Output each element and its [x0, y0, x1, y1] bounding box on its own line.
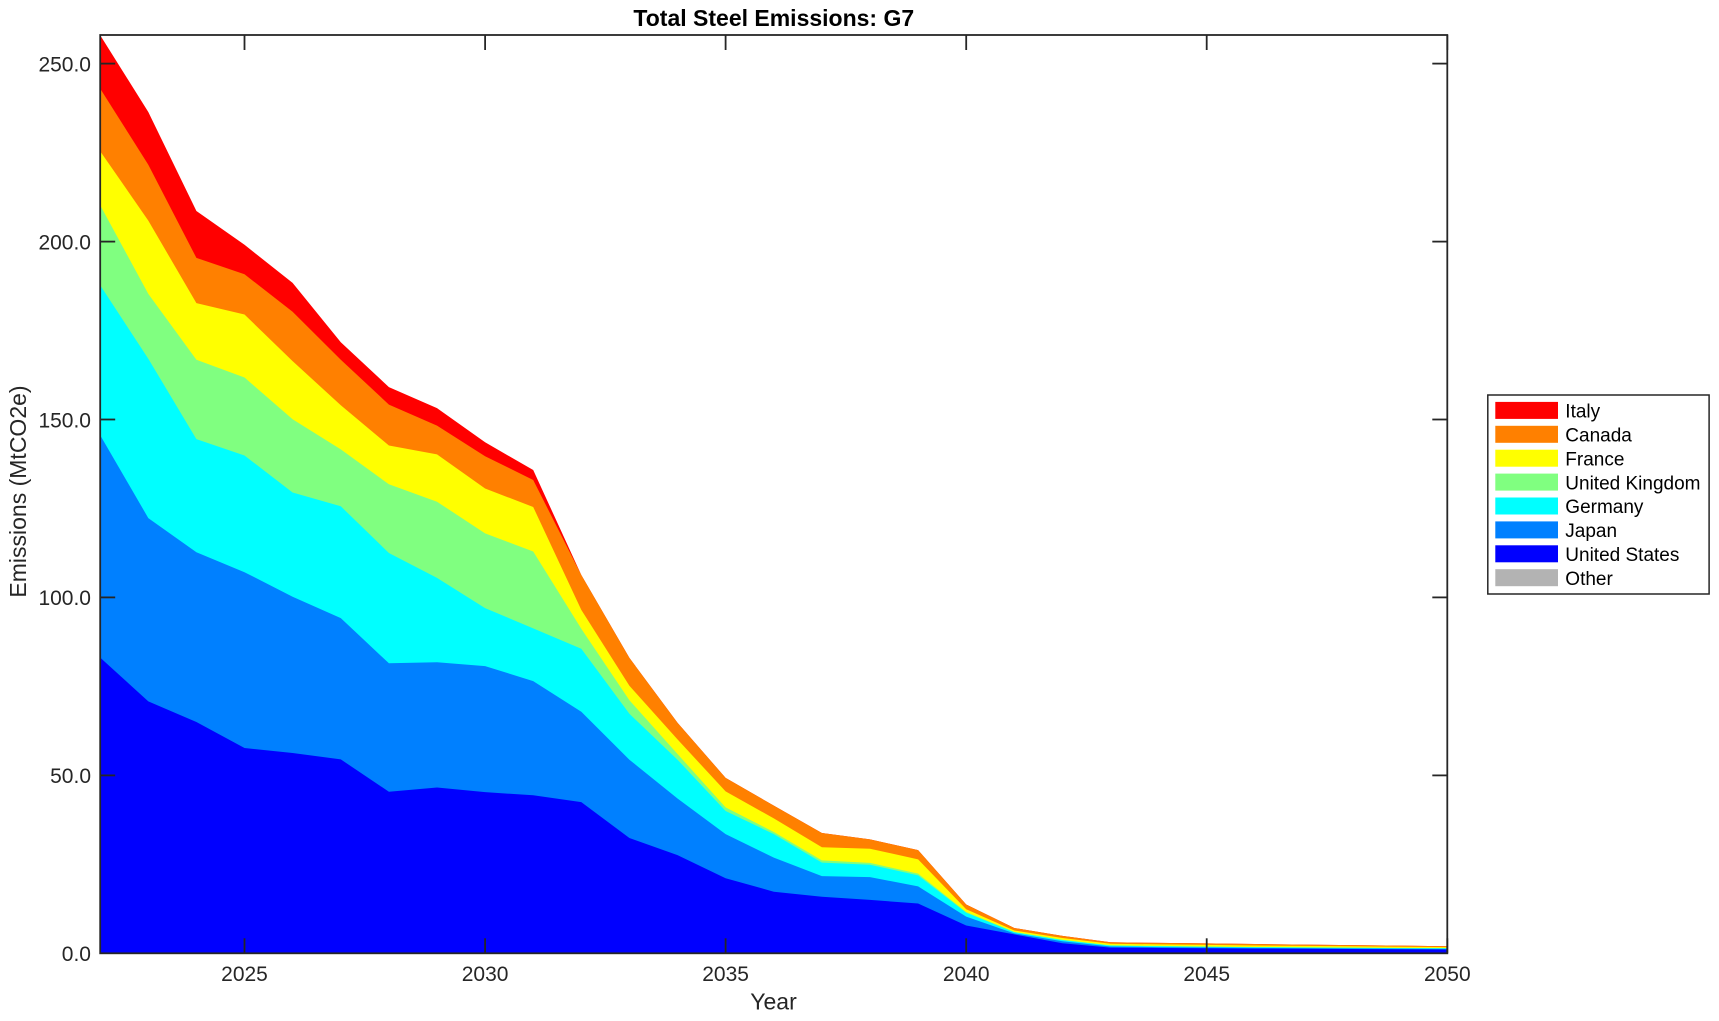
svg-text:50.0: 50.0 — [50, 765, 91, 788]
svg-text:Japan: Japan — [1565, 521, 1617, 542]
svg-text:Total Steel Emissions: G7: Total Steel Emissions: G7 — [633, 5, 914, 31]
svg-text:2050: 2050 — [1424, 963, 1471, 986]
svg-text:2040: 2040 — [943, 963, 990, 986]
svg-text:Emissions (MtCO2e): Emissions (MtCO2e) — [5, 385, 31, 597]
svg-text:Other: Other — [1565, 569, 1613, 590]
svg-text:Germany: Germany — [1565, 497, 1644, 518]
svg-text:2025: 2025 — [221, 963, 268, 986]
svg-text:200.0: 200.0 — [38, 231, 91, 254]
svg-text:2035: 2035 — [702, 963, 749, 986]
svg-text:United Kingdom: United Kingdom — [1565, 473, 1700, 494]
svg-text:United States: United States — [1565, 545, 1679, 566]
svg-text:France: France — [1565, 449, 1624, 470]
svg-text:Year: Year — [750, 989, 797, 1015]
svg-text:250.0: 250.0 — [38, 53, 91, 76]
svg-text:Italy: Italy — [1565, 402, 1600, 423]
svg-text:2030: 2030 — [462, 963, 509, 986]
svg-text:2045: 2045 — [1183, 963, 1230, 986]
svg-text:Canada: Canada — [1565, 426, 1632, 447]
svg-text:100.0: 100.0 — [38, 587, 91, 610]
svg-text:150.0: 150.0 — [38, 409, 91, 432]
svg-text:0.0: 0.0 — [62, 943, 91, 966]
